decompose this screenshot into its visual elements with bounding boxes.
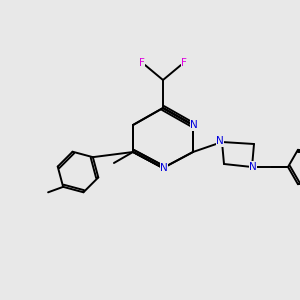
- Text: N: N: [190, 120, 198, 130]
- Text: N: N: [249, 162, 257, 172]
- Text: F: F: [139, 58, 145, 68]
- Text: N: N: [160, 163, 168, 173]
- Text: F: F: [181, 58, 187, 68]
- Text: N: N: [216, 136, 224, 146]
